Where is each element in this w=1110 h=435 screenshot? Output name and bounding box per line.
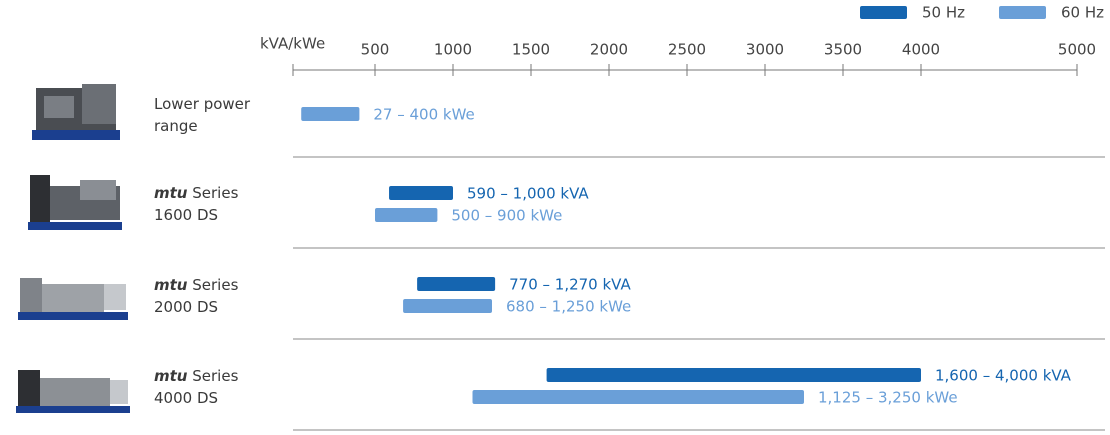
generator-icon — [28, 175, 122, 230]
separators — [293, 156, 1105, 431]
x-tick-label: 2500 — [668, 41, 706, 59]
generator-icon — [18, 278, 128, 320]
x-tick-label: 1000 — [434, 41, 472, 59]
x-tick-label: 1500 — [512, 41, 550, 59]
generator-icons — [16, 84, 130, 413]
value-label: 27 – 400 kWe — [373, 106, 474, 124]
value-label: 770 – 1,270 kVA — [509, 276, 631, 294]
row-label: Lower power range — [154, 93, 254, 137]
x-tick-label: 4000 — [902, 41, 940, 59]
brand-name: mtu — [154, 367, 188, 385]
category-label: Series 4000 DS — [154, 367, 239, 407]
range-bar — [375, 208, 438, 222]
range-bar — [546, 368, 921, 382]
axis-label: kVA/kWe — [260, 35, 325, 53]
x-tick-label: 2000 — [590, 41, 628, 59]
brand-name: mtu — [154, 184, 188, 202]
x-tick-label: 500 — [361, 41, 390, 59]
legend-label: 50 Hz — [922, 4, 965, 22]
range-bar — [403, 299, 492, 313]
category-label: Series 1600 DS — [154, 184, 239, 224]
x-tick-label: 3000 — [746, 41, 784, 59]
category-label: Lower power range — [154, 95, 251, 135]
value-label: 1,125 – 3,250 kWe — [818, 389, 958, 407]
range-bar — [301, 107, 360, 121]
generator-icon — [32, 84, 120, 140]
legend-swatch — [999, 6, 1046, 19]
x-tick-label: 5000 — [1058, 41, 1096, 59]
row-label: mtu Series 1600 DS — [154, 182, 254, 226]
legend-item: 60 Hz — [999, 4, 1104, 22]
value-label: 1,600 – 4,000 kVA — [935, 367, 1072, 385]
category-label: Series 2000 DS — [154, 276, 239, 316]
range-bar — [472, 390, 804, 404]
row-label: mtu Series 4000 DS — [154, 365, 254, 409]
value-label: 500 – 900 kWe — [451, 207, 562, 225]
value-label: 680 – 1,250 kWe — [506, 298, 631, 316]
x-tick-label: 3500 — [824, 41, 862, 59]
legend-item: 50 Hz — [860, 4, 965, 22]
range-bar — [417, 277, 496, 291]
legend-swatch — [860, 6, 907, 19]
row-label: mtu Series 2000 DS — [154, 274, 254, 318]
generator-icon — [16, 370, 130, 413]
range-bar — [389, 186, 453, 200]
brand-name: mtu — [154, 276, 188, 294]
legend-label: 60 Hz — [1061, 4, 1104, 22]
value-label: 590 – 1,000 kVA — [467, 185, 589, 203]
